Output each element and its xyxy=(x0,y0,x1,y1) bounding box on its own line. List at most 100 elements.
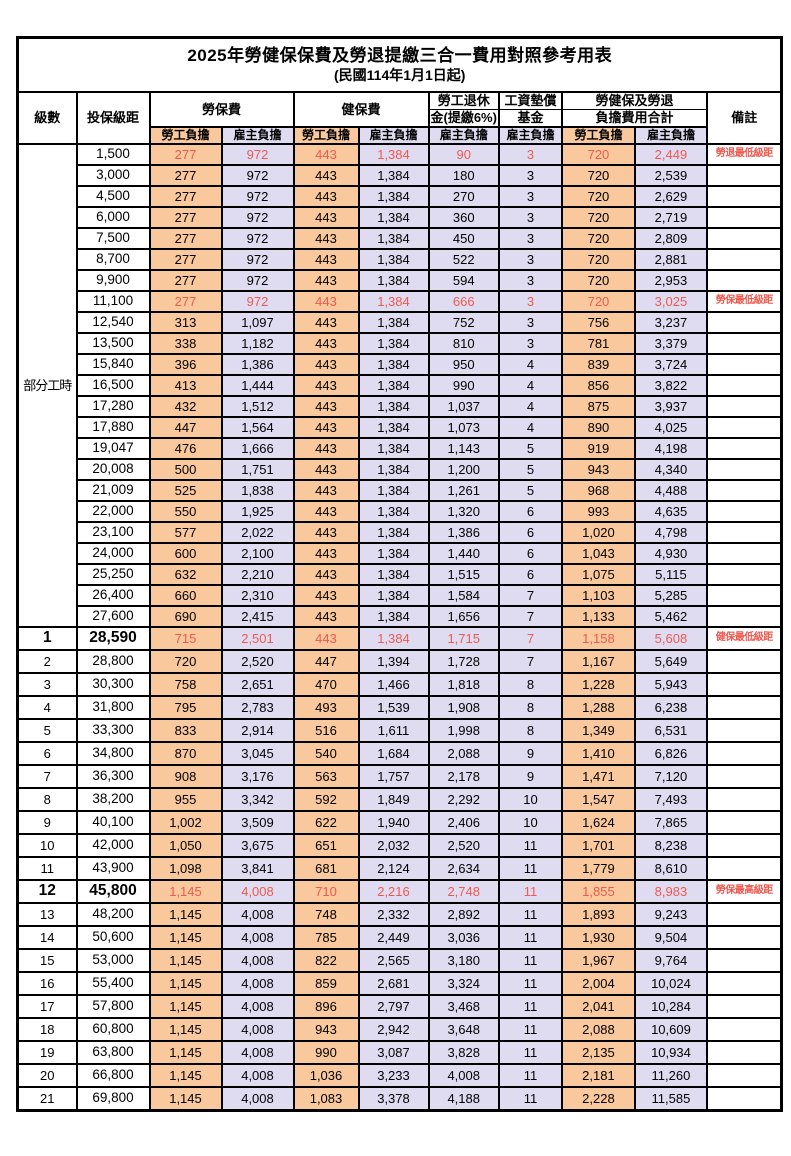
bracket-cell: 16,500 xyxy=(75,374,151,397)
health-employer-cell: 1,384 xyxy=(357,521,430,544)
health-employer-cell: 1,384 xyxy=(357,395,430,418)
bracket-cell: 19,047 xyxy=(75,437,151,460)
wage-fund-employer-cell: 10 xyxy=(497,810,563,835)
total-employee-cell: 1,547 xyxy=(560,787,636,812)
bracket-cell: 30,300 xyxy=(75,672,151,697)
wage-fund-employer-cell: 5 xyxy=(497,458,563,481)
level-cell: 20 xyxy=(16,1063,78,1088)
wage-fund-employer-cell: 3 xyxy=(497,332,563,355)
total-employer-cell: 9,243 xyxy=(633,902,708,927)
level-cell: 7 xyxy=(16,764,78,789)
pension-employer-cell: 1,386 xyxy=(427,521,500,544)
pension-employer-cell: 3,180 xyxy=(427,948,500,973)
level-cell: 14 xyxy=(16,925,78,950)
wage-fund-employer-cell: 8 xyxy=(497,695,563,720)
total-employer-cell: 8,238 xyxy=(633,833,708,858)
table-row: 15 53,000 1,145 4,008 822 2,565 3,180 11 1,967 9,… xyxy=(16,948,783,973)
table-row: 26,400 660 2,310 443 1,384 1,584 7 1,103 5,285 xyxy=(18,584,783,607)
table-row: 1 28,590 715 2,501 443 1,384 1,715 7 1,158 5,608 健… xyxy=(16,626,783,651)
labor-employer-cell: 4,008 xyxy=(220,971,295,996)
table-row: 27,600 690 2,415 443 1,384 1,656 7 1,133 5,462 xyxy=(18,605,783,628)
remark-cell: 勞保最低級距 xyxy=(705,290,783,313)
remark-cell xyxy=(705,227,783,250)
remark-cell xyxy=(705,248,783,271)
labor-employer-cell: 4,008 xyxy=(220,925,295,950)
pension-employer-cell: 360 xyxy=(427,206,500,229)
bracket-cell: 17,880 xyxy=(75,416,151,439)
labor-employer-cell: 1,182 xyxy=(220,332,295,355)
health-employer-cell: 1,384 xyxy=(357,626,430,651)
pension-employer-cell: 1,143 xyxy=(427,437,500,460)
total-employee-cell: 1,471 xyxy=(560,764,636,789)
table-row: 6 34,800 870 3,045 540 1,684 2,088 9 1,410 6,826 xyxy=(16,741,783,766)
level-cell: 4 xyxy=(16,695,78,720)
total-employer-cell: 5,649 xyxy=(633,649,708,674)
labor-employee-cell: 758 xyxy=(148,672,223,697)
total-employee-cell: 1,133 xyxy=(560,605,636,628)
labor-employer-cell: 972 xyxy=(220,164,295,187)
level-cell: 6 xyxy=(16,741,78,766)
remark-cell xyxy=(705,521,783,544)
total-employer-cell: 5,943 xyxy=(633,672,708,697)
total-employee-cell: 720 xyxy=(560,206,636,229)
table-row: 16,500 413 1,444 443 1,384 990 4 856 3,822 xyxy=(18,374,783,397)
table-row: 20 66,800 1,145 4,008 1,036 3,233 4,008 11 2,181… xyxy=(16,1063,783,1088)
remark-cell xyxy=(705,741,783,766)
labor-employer-cell: 3,841 xyxy=(220,856,295,881)
labor-employee-cell: 1,145 xyxy=(148,879,223,904)
total-employer-cell: 2,719 xyxy=(633,206,708,229)
pension-employer-cell: 3,036 xyxy=(427,925,500,950)
total-employee-cell: 1,349 xyxy=(560,718,636,743)
total-employer-cell: 11,260 xyxy=(633,1063,708,1088)
health-employee-cell: 443 xyxy=(292,143,360,166)
health-employer-cell: 2,124 xyxy=(357,856,430,881)
total-employee-cell: 2,228 xyxy=(560,1086,636,1112)
bracket-cell: 21,009 xyxy=(75,479,151,502)
total-employer-cell: 2,953 xyxy=(633,269,708,292)
wage-fund-employer-cell: 4 xyxy=(497,374,563,397)
wage-fund-employer-cell: 11 xyxy=(497,994,563,1019)
wage-fund-employer-cell: 11 xyxy=(497,856,563,881)
labor-employee-cell: 870 xyxy=(148,741,223,766)
pension-employer-cell: 2,088 xyxy=(427,741,500,766)
header-wage-fund-line2: 基金 xyxy=(497,109,563,128)
health-employer-cell: 2,565 xyxy=(357,948,430,973)
table-row: 12,540 313 1,097 443 1,384 752 3 756 3,237 xyxy=(18,311,783,334)
wage-fund-employer-cell: 7 xyxy=(497,626,563,651)
wage-fund-employer-cell: 11 xyxy=(497,1063,563,1088)
pension-employer-cell: 752 xyxy=(427,311,500,334)
total-employee-cell: 720 xyxy=(560,143,636,166)
bracket-cell: 6,000 xyxy=(75,206,151,229)
wage-fund-employer-cell: 7 xyxy=(497,605,563,628)
health-employer-cell: 1,384 xyxy=(357,563,430,586)
header-wage-fund-line1: 工資墊償 xyxy=(497,91,563,110)
pension-employer-cell: 1,728 xyxy=(427,649,500,674)
wage-fund-employer-cell: 11 xyxy=(497,948,563,973)
wage-fund-employer-cell: 3 xyxy=(497,248,563,271)
header-health-insurance: 健保費 xyxy=(292,91,430,128)
remark-cell xyxy=(705,695,783,720)
wage-fund-employer-cell: 3 xyxy=(497,206,563,229)
table-row: 17,280 432 1,512 443 1,384 1,037 4 875 3,937 xyxy=(18,395,783,418)
bracket-cell: 45,800 xyxy=(75,879,151,904)
health-employee-cell: 443 xyxy=(292,332,360,355)
table-row: 部分工時 1,500 277 972 443 1,384 90 3 720 2,449 勞退最低級距 xyxy=(16,143,783,628)
total-employer-cell: 3,724 xyxy=(633,353,708,376)
remark-cell xyxy=(705,672,783,697)
health-employer-cell: 2,216 xyxy=(357,879,430,904)
labor-employer-cell: 1,666 xyxy=(220,437,295,460)
bracket-cell: 42,000 xyxy=(75,833,151,858)
wage-fund-employer-cell: 3 xyxy=(497,290,563,313)
total-employee-cell: 968 xyxy=(560,479,636,502)
total-employer-cell: 7,120 xyxy=(633,764,708,789)
table-row: 24,000 600 2,100 443 1,384 1,440 6 1,043 4,930 xyxy=(18,542,783,565)
health-employee-cell: 443 xyxy=(292,164,360,187)
header-pension-line2: 金(提繳6%) xyxy=(427,109,500,128)
pension-employer-cell: 3,468 xyxy=(427,994,500,1019)
pension-employer-cell: 2,178 xyxy=(427,764,500,789)
remark-cell xyxy=(705,810,783,835)
wage-fund-employer-cell: 11 xyxy=(497,833,563,858)
wage-fund-employer-cell: 5 xyxy=(497,437,563,460)
total-employer-cell: 7,493 xyxy=(633,787,708,812)
labor-employee-cell: 1,145 xyxy=(148,1086,223,1112)
